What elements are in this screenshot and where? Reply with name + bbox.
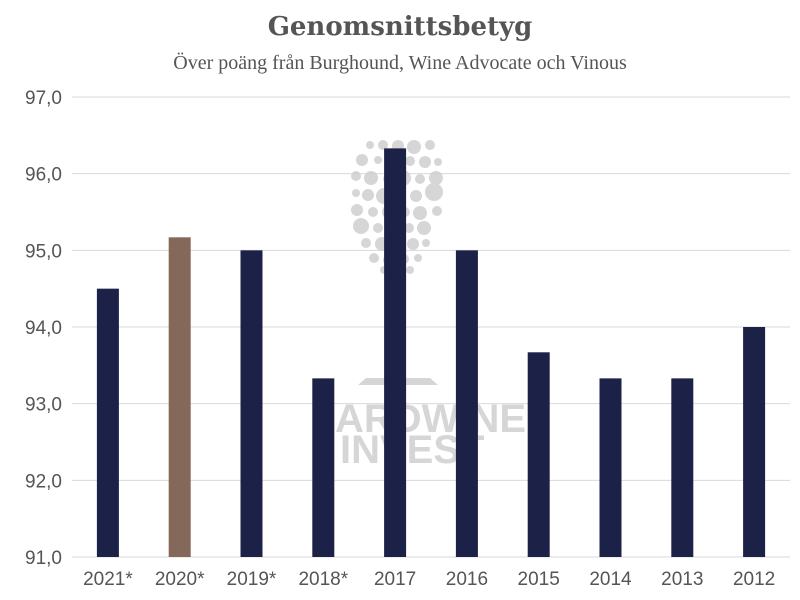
watermark-bubble xyxy=(406,266,414,274)
y-tick-label: 96,0 xyxy=(25,165,62,186)
watermark-bubble xyxy=(351,204,363,216)
watermark-bubble xyxy=(374,156,382,164)
watermark-logo: ARDWINE INVEST xyxy=(335,140,526,472)
x-tick-label: 2017 xyxy=(374,569,416,590)
bar-2017 xyxy=(384,148,407,557)
bar-2014 xyxy=(599,378,622,557)
watermark-bubble xyxy=(364,171,378,185)
watermark-bubble xyxy=(366,141,374,149)
x-tick-label: 2012 xyxy=(733,569,775,590)
watermark-bubble xyxy=(404,223,414,233)
bar-2020-star xyxy=(168,237,191,558)
watermark-bubble xyxy=(425,183,443,201)
y-tick-label: 95,0 xyxy=(25,241,62,262)
x-tick-label: 2021* xyxy=(83,569,133,590)
watermark-bubble xyxy=(352,189,360,197)
watermark-bubble xyxy=(434,158,442,166)
bar-2016 xyxy=(455,250,478,558)
x-tick-label: 2019* xyxy=(227,569,277,590)
watermark-bubble xyxy=(415,174,425,184)
chart-subtitle: Över poäng från Burghound, Wine Advocate… xyxy=(173,52,627,74)
watermark-bubble xyxy=(407,238,419,250)
x-tick-label: 2014 xyxy=(589,569,632,590)
y-tick-label: 97,0 xyxy=(25,88,62,109)
watermark-bubble xyxy=(369,253,379,263)
x-tick-label: 2020* xyxy=(155,569,205,590)
watermark-bubble xyxy=(362,189,374,201)
bars xyxy=(96,148,766,558)
watermark-bubble xyxy=(432,206,442,216)
x-tick-label: 2015 xyxy=(518,569,560,590)
x-axis-ticks: 2021* 2020* 2019* 2018* 2017 2016 2015 2014 2013… xyxy=(83,569,775,590)
watermark-line1: ARDWINE xyxy=(335,397,526,441)
x-tick-label: 2013 xyxy=(661,569,703,590)
x-tick-label: 2016 xyxy=(446,569,488,590)
watermark-bubble xyxy=(353,218,369,234)
watermark-bubble xyxy=(368,207,378,217)
bar-2013 xyxy=(671,378,694,557)
watermark-bubble xyxy=(351,171,361,181)
watermark-bubble xyxy=(378,140,388,150)
bar-2018-star xyxy=(312,378,335,557)
watermark-bubble xyxy=(356,154,368,166)
watermark-bubble xyxy=(414,254,422,262)
chart-title: Genomsnittsbetyg xyxy=(267,12,533,42)
watermark-bubble xyxy=(425,140,435,150)
x-tick-label: 2018* xyxy=(298,569,348,590)
y-axis-ticks: 91,0 92,0 93,0 94,0 95,0 96,0 97,0 xyxy=(25,88,62,569)
watermark-bubble xyxy=(419,156,431,168)
watermark-bubble xyxy=(405,156,415,166)
watermark-bubble xyxy=(422,239,430,247)
watermark-bubble xyxy=(429,171,443,185)
watermark-bubble xyxy=(410,190,422,202)
watermark-bubble xyxy=(407,140,421,154)
y-tick-label: 93,0 xyxy=(25,395,62,416)
watermark-bubble xyxy=(417,221,431,235)
y-tick-label: 91,0 xyxy=(25,548,62,569)
bar-2015 xyxy=(527,352,550,557)
watermark-bubble xyxy=(361,238,371,248)
watermark-bubble xyxy=(413,206,427,220)
bar-2012 xyxy=(743,327,766,557)
y-tick-label: 94,0 xyxy=(25,318,62,339)
bar-2021-star xyxy=(96,288,119,557)
y-tick-label: 92,0 xyxy=(25,471,62,492)
watermark-bubble xyxy=(373,223,383,233)
bar-2019-star xyxy=(240,250,263,558)
